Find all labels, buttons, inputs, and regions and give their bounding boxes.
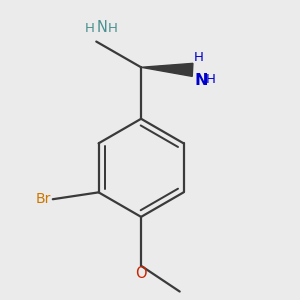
Text: H: H	[108, 22, 118, 35]
Text: H: H	[206, 73, 215, 86]
Polygon shape	[141, 63, 193, 76]
Text: Br: Br	[36, 192, 51, 206]
Text: H: H	[85, 22, 95, 35]
Text: O: O	[135, 266, 147, 281]
Text: H: H	[194, 51, 204, 64]
Text: N: N	[97, 20, 108, 35]
Text: N: N	[194, 73, 208, 88]
